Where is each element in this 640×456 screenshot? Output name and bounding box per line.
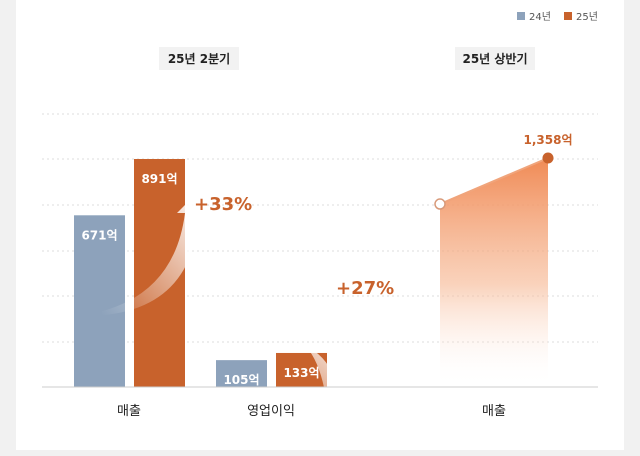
growth-label-revenue: +33% [194,194,252,215]
growth-arrow-icon [102,197,207,316]
area-line [439,157,549,205]
point-25 [542,152,554,164]
legend-label-25: 25년 [576,11,598,23]
period-header-h1: 25년 상반기 [455,47,535,70]
bar-series: 671억 891억 105억 133억 [74,159,349,407]
bar-value-label: 891억 [141,172,177,186]
legend-swatch-24 [517,12,525,20]
period-header-q2-box [159,47,239,70]
frame-bottom-border [0,450,640,456]
total-value-label: 1,358억 [524,133,573,147]
growth-label-op-income: +27% [336,278,394,299]
category-label-op-income-q2: 영업이익 [247,404,295,419]
point-24 [434,198,446,210]
area-series: 1,358억 [434,133,573,387]
bar-24-0 [74,215,125,387]
legend-label-24: 24년 [529,11,551,23]
legend-swatch-25 [564,12,572,20]
frame-right-border [624,0,640,456]
period-header-h1-box [455,47,535,70]
period-header-h1-text: 25년 상반기 [462,51,527,66]
bar-value-label: 105억 [223,373,259,387]
bar-24-1 [216,360,267,387]
category-label-revenue-h1: 매출 [482,404,506,419]
period-header-q2: 25년 2분기 [159,47,239,70]
bar-value-label: 133억 [283,366,319,380]
bar-value-label: 671억 [81,228,117,242]
category-label-revenue-q2: 매출 [117,404,141,419]
frame-left-border [0,0,16,456]
period-header-q2-text: 25년 2분기 [168,51,230,66]
legend: 24년 25년 [517,11,598,23]
area-fill [440,158,548,387]
growth-arrow-icon [244,329,349,407]
